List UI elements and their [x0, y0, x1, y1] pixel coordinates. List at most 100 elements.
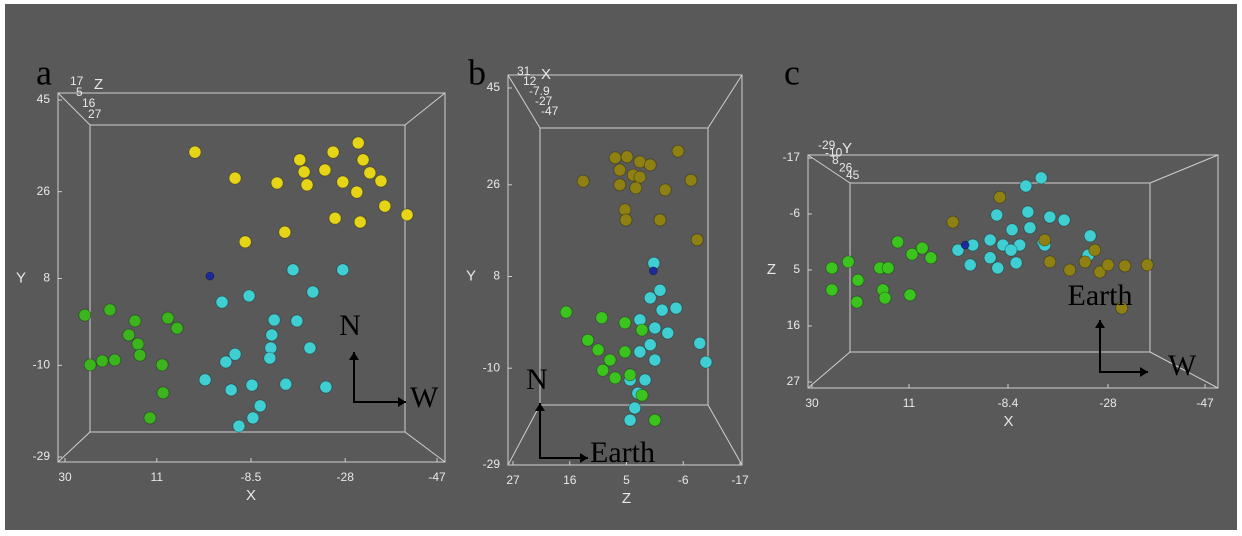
- point: [591, 343, 605, 357]
- point: [198, 373, 212, 387]
- point: [960, 240, 970, 250]
- y-tick-label: -17: [783, 150, 801, 164]
- compass-arrows: [353, 352, 406, 403]
- y-tick-label: 8: [493, 269, 500, 283]
- point: [1057, 213, 1071, 227]
- point: [363, 166, 377, 180]
- x-tick-label: 27: [506, 473, 520, 487]
- compass-label: N: [526, 363, 548, 396]
- box-edge: [404, 92, 446, 126]
- y-tick-label: 45: [37, 92, 51, 106]
- point: [1115, 301, 1129, 315]
- x-tick-label: -6: [678, 473, 689, 487]
- x-tick-label: -28: [337, 470, 355, 484]
- point: [576, 174, 590, 188]
- z-tick-label: -47: [541, 104, 559, 118]
- z-tick-label: 8: [832, 153, 839, 167]
- point: [841, 255, 855, 269]
- point: [620, 150, 634, 164]
- point: [690, 233, 704, 247]
- point: [270, 176, 284, 190]
- point: [306, 285, 320, 299]
- point: [232, 419, 246, 433]
- y-tick-label: 45: [487, 80, 501, 94]
- point: [155, 358, 169, 372]
- z-tick-label: -10: [825, 146, 843, 160]
- point: [851, 273, 865, 287]
- box-edge: [707, 404, 743, 466]
- outer-box: [807, 154, 1219, 389]
- arrow-head: [580, 453, 588, 463]
- inner-box: [539, 127, 709, 406]
- point: [669, 301, 683, 315]
- point: [1023, 221, 1037, 235]
- point: [242, 289, 256, 303]
- point: [699, 355, 713, 369]
- point: [608, 151, 622, 165]
- y-tick-label: -10: [33, 358, 51, 372]
- panel-label: c: [784, 52, 800, 92]
- point: [993, 190, 1007, 204]
- x-tick-label: 30: [58, 470, 72, 484]
- point: [278, 225, 292, 239]
- point: [228, 347, 242, 361]
- box-edge: [707, 74, 743, 129]
- point: [1063, 263, 1077, 277]
- point: [156, 386, 170, 400]
- point: [1034, 171, 1048, 185]
- point: [643, 158, 657, 172]
- point: [318, 163, 332, 177]
- point: [946, 215, 960, 229]
- point: [297, 165, 311, 179]
- box-edge: [404, 431, 446, 463]
- point: [643, 291, 657, 305]
- point: [951, 243, 965, 257]
- point: [635, 388, 649, 402]
- box-edge: [1149, 154, 1219, 184]
- point: [635, 323, 649, 337]
- point: [878, 291, 892, 305]
- point: [983, 251, 997, 265]
- point: [881, 261, 895, 275]
- x-tick-label: -8.4: [998, 396, 1019, 410]
- point: [336, 175, 350, 189]
- point: [1083, 229, 1097, 243]
- point: [559, 305, 573, 319]
- y-tick-label: -10: [483, 360, 501, 374]
- y-axis-label: Z: [767, 261, 776, 278]
- y-tick-label: -29: [483, 457, 501, 471]
- point: [638, 373, 652, 387]
- z-tick-label: -7.9: [529, 84, 550, 98]
- outer-box: [507, 74, 743, 466]
- point: [143, 411, 157, 425]
- point: [903, 288, 917, 302]
- point: [1009, 256, 1023, 270]
- point: [103, 303, 117, 317]
- point: [643, 338, 657, 352]
- point: [131, 337, 145, 351]
- x-tick-label: 30: [805, 396, 819, 410]
- point: [595, 311, 609, 325]
- point: [326, 145, 340, 159]
- y-tick-label: 26: [37, 184, 51, 198]
- point: [991, 261, 1005, 275]
- z-tick-label: 12: [523, 74, 537, 88]
- y-tick-label: 16: [787, 318, 801, 332]
- point: [245, 378, 259, 392]
- point: [253, 399, 267, 413]
- x-tick-label: -47: [1196, 396, 1214, 410]
- point: [246, 411, 260, 425]
- y-tick-label: 26: [487, 177, 501, 191]
- point: [648, 266, 658, 276]
- point: [1140, 258, 1154, 272]
- box-edge: [807, 154, 851, 184]
- arrow-head: [535, 403, 545, 411]
- point: [633, 170, 647, 184]
- point: [661, 326, 675, 340]
- box-edge: [807, 351, 851, 389]
- box-edge: [57, 92, 91, 126]
- point: [983, 233, 997, 247]
- point: [629, 181, 643, 195]
- point: [219, 355, 233, 369]
